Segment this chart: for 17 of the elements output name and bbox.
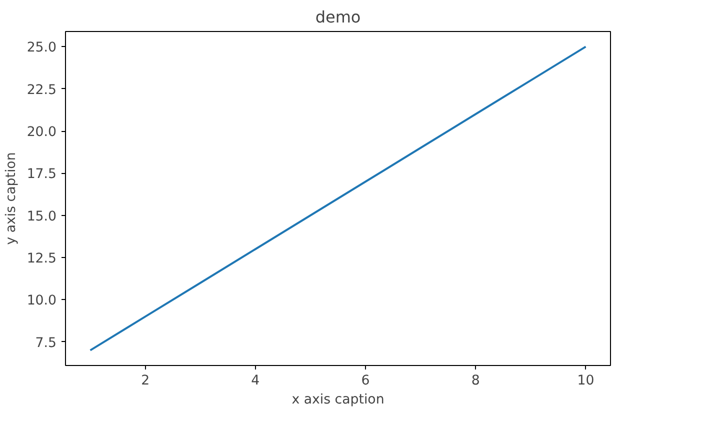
chart-title: demo: [315, 8, 361, 26]
y-tick-label: 17.5: [26, 167, 57, 182]
y-tick-label: 25.0: [26, 40, 57, 56]
y-axis-title: y axis caption: [4, 152, 19, 245]
x-tick-label: 8: [471, 374, 480, 388]
y-tick-label: 22.5: [26, 82, 57, 98]
x-tick-label: 2: [141, 374, 150, 388]
y-tick-label: 20.0: [26, 125, 57, 140]
y-tick-label: 12.5: [26, 252, 57, 267]
y-tick-label: 10.0: [26, 294, 57, 309]
x-tick-label: 6: [361, 374, 370, 388]
line-series: [89, 46, 587, 352]
x-axis-title: x axis caption: [292, 392, 384, 408]
x-tick-label: 10: [577, 374, 594, 388]
x-tick-label: 4: [251, 374, 260, 388]
y-tick-label: 15.0: [26, 209, 57, 224]
y-tick-label: 7.5: [35, 336, 57, 351]
